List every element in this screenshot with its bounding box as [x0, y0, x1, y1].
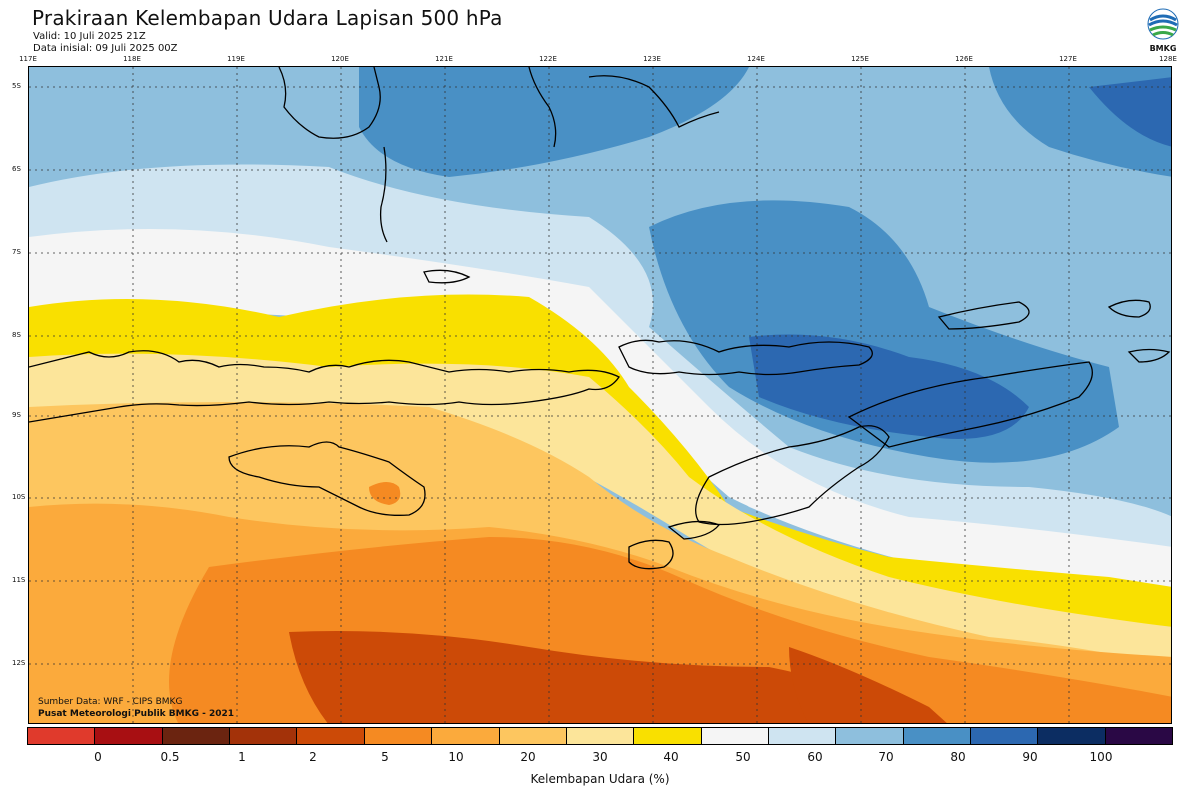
data-source: Sumber Data: WRF - CIPS BMKG — [38, 697, 183, 707]
humidity-fill-40-50 — [29, 229, 1171, 587]
logo-label: BMKG — [1149, 44, 1177, 53]
colorbar-label: 5 — [381, 750, 389, 764]
colorbar-label: 80 — [950, 750, 966, 764]
colorbar-segment — [1105, 728, 1173, 744]
lon-tick: 119E — [227, 55, 245, 63]
colorbar-segment — [95, 728, 163, 744]
humidity-fill-80-90 — [749, 334, 1029, 439]
lat-tick: 5S — [12, 82, 21, 90]
colorbar-label: 1 — [238, 750, 246, 764]
colorbar-segment — [634, 728, 702, 744]
colorbar-label: 0 — [94, 750, 102, 764]
humidity-fill-1-2 — [289, 631, 926, 723]
humidity-fill-2-5 — [369, 482, 401, 505]
colorbar-label: 0.5 — [160, 750, 180, 764]
colorbar-segment — [230, 728, 298, 744]
lat-tick: 10S — [12, 493, 26, 501]
colorbar-label: 100 — [1089, 750, 1113, 764]
lat-tick: 12S — [12, 659, 26, 667]
colorbar-label: 2 — [309, 750, 317, 764]
humidity-colorbar — [27, 727, 1173, 745]
colorbar-segment — [566, 728, 635, 744]
colorbar-title: Kelembapan Udara (%) — [530, 772, 670, 786]
lon-tick: 127E — [1059, 55, 1077, 63]
credit: Pusat Meteorologi Publik BMKG - 2021 — [38, 709, 235, 719]
map-canvas — [29, 67, 1171, 723]
humidity-map[interactable] — [28, 66, 1172, 724]
colorbar-segment — [499, 728, 567, 744]
colorbar-label: 60 — [807, 750, 823, 764]
colorbar-segment — [701, 728, 769, 744]
colorbar-label: 20 — [520, 750, 536, 764]
humidity-fill-80-90 — [1089, 77, 1171, 147]
colorbar-segment — [903, 728, 972, 744]
colorbar-segment — [432, 728, 500, 744]
map-title: Prakiraan Kelembapan Udara Lapisan 500 h… — [32, 6, 503, 30]
valid-time: Valid: 10 Juli 2025 21Z — [33, 31, 146, 42]
lon-tick: 126E — [955, 55, 973, 63]
colorbar-label: 10 — [448, 750, 464, 764]
colorbar-segment — [364, 728, 433, 744]
coastlines — [29, 67, 1171, 570]
lat-tick: 7S — [12, 248, 21, 256]
colorbar-segment — [971, 728, 1039, 744]
lon-tick: 121E — [435, 55, 453, 63]
colorbar-segment — [162, 728, 231, 744]
colorbar-label: 50 — [735, 750, 751, 764]
colorbar-label: 30 — [592, 750, 608, 764]
humidity-fill-1-2 — [789, 647, 947, 723]
colorbar-label: 40 — [663, 750, 679, 764]
init-time: Data inisial: 09 Juli 2025 00Z — [33, 43, 178, 54]
colorbar-segment — [28, 728, 96, 744]
lat-tick: 11S — [12, 576, 26, 584]
lon-tick: 122E — [539, 55, 557, 63]
colorbar-segment — [768, 728, 837, 744]
colorbar-segment — [836, 728, 904, 744]
colorbar-segment — [297, 728, 365, 744]
graticule — [29, 67, 1171, 723]
lat-tick: 8S — [12, 331, 21, 339]
colorbar-label: 90 — [1022, 750, 1038, 764]
lon-tick: 124E — [747, 55, 765, 63]
lon-tick: 128E — [1159, 55, 1177, 63]
lat-tick: 6S — [12, 165, 21, 173]
colorbar-label: 70 — [878, 750, 894, 764]
bmkg-logo — [1147, 8, 1179, 40]
lon-tick: 120E — [331, 55, 349, 63]
colorbar-segment — [1038, 728, 1106, 744]
lat-tick: 9S — [12, 411, 21, 419]
lon-tick: 125E — [851, 55, 869, 63]
lon-tick: 117E — [19, 55, 37, 63]
lon-tick: 123E — [643, 55, 661, 63]
lon-tick: 118E — [123, 55, 141, 63]
